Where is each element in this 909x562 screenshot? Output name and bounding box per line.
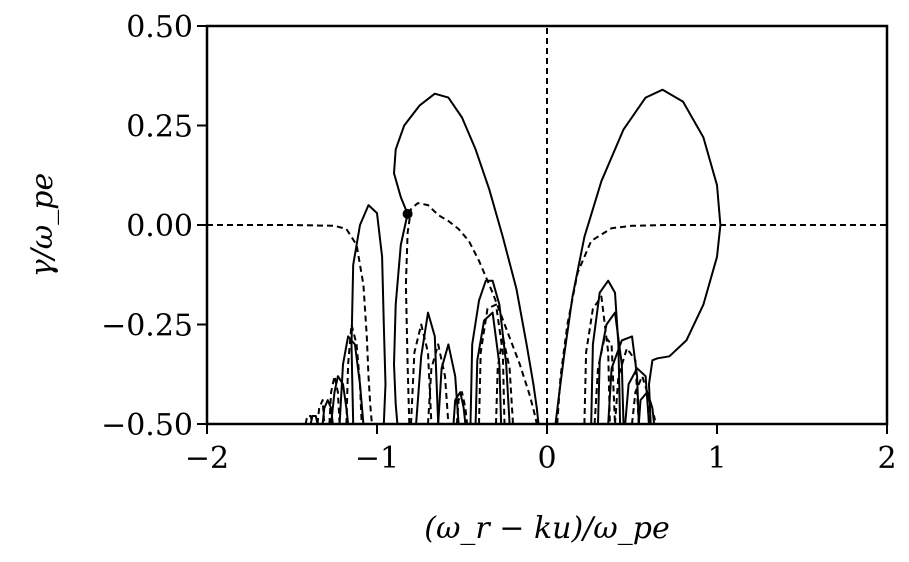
solid-contour-line xyxy=(637,391,656,424)
dashed-contour-line xyxy=(404,202,538,424)
dashed-contour-line xyxy=(410,323,433,424)
solid-contour-line xyxy=(338,335,365,424)
plot-frame xyxy=(205,24,889,426)
marker-point xyxy=(402,208,413,219)
dashed-contour-line xyxy=(556,224,887,424)
solid-contour-line xyxy=(393,213,409,424)
solid-contour-line xyxy=(321,399,334,424)
dashed-contour-line xyxy=(304,415,314,424)
tick-labels: −2 −1 0 1 2 0.50 0.25 0.00 −0.25 −0.50 xyxy=(101,10,896,476)
dashed-contour-line xyxy=(648,415,657,424)
solid-contour-line xyxy=(393,92,540,424)
x-tick-label: 1 xyxy=(707,441,726,476)
x-tick-label: 0 xyxy=(537,441,556,476)
dashed-contour-line xyxy=(316,399,326,424)
solid-contour-line xyxy=(474,311,503,424)
y-tick-label: −0.25 xyxy=(101,309,193,344)
dashed-contour-line xyxy=(455,391,469,424)
dashed-contour-line xyxy=(427,343,450,424)
x-axis-label: (ω_r − ku)/ω_pe xyxy=(424,511,669,546)
solid-contour-line xyxy=(350,204,387,424)
y-tick-label: 0.25 xyxy=(126,110,193,145)
solid-contour-line xyxy=(597,311,625,424)
dashed-contour-line xyxy=(345,323,363,424)
dashed-contour-line xyxy=(207,224,373,424)
solid-contour-line xyxy=(452,391,467,424)
plot-curves xyxy=(207,26,887,424)
dashed-contour-line xyxy=(328,375,341,424)
axis-ticks xyxy=(197,25,888,434)
solid-contour-line xyxy=(437,343,460,424)
y-tick-label: 0.00 xyxy=(126,209,193,244)
solid-contour-line xyxy=(554,88,722,424)
dashed-contour-line xyxy=(478,303,506,424)
solid-contour-line xyxy=(415,311,440,424)
dashed-contour-line xyxy=(614,347,640,424)
x-tick-label: 2 xyxy=(877,441,896,476)
y-axis-label: γ/ω_pe xyxy=(25,173,60,277)
dashed-contour-line xyxy=(593,335,616,424)
x-tick-label: −1 xyxy=(355,441,399,476)
solid-contour-line xyxy=(469,279,511,424)
x-tick-label: −2 xyxy=(185,441,229,476)
dashed-contour-line xyxy=(631,375,650,424)
y-tick-label: −0.50 xyxy=(101,408,193,443)
y-tick-label: 0.50 xyxy=(126,10,193,45)
dashed-contour-line xyxy=(583,295,611,424)
